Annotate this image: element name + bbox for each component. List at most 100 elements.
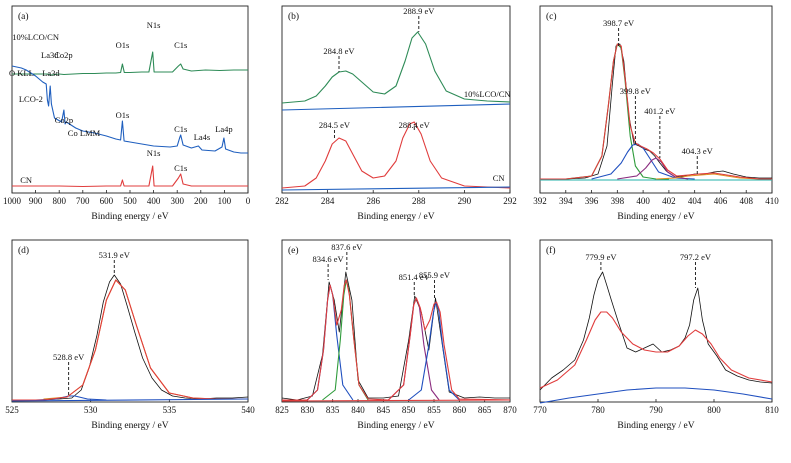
- annotation-label: C1s: [174, 163, 187, 173]
- x-tick-label: 780: [591, 405, 605, 415]
- series-10-lco-cn: [12, 51, 248, 76]
- panel-label: (a): [18, 11, 29, 22]
- x-tick-label: 406: [714, 196, 728, 206]
- x-tick-label: 400: [636, 196, 650, 206]
- panel-d: (d) 525 530 535 540 Binding energy / eV 531.9 …: [5, 239, 255, 431]
- x-tick-label: 800: [52, 196, 66, 206]
- x-axis-label: Binding energy / eV: [91, 421, 168, 431]
- series-baseline: [281, 399, 511, 402]
- annotation-label: 288.9 eV: [403, 6, 435, 16]
- series-baseline: [539, 387, 773, 404]
- annotation-label: 855.9 eV: [419, 270, 451, 280]
- x-tick-label: 300: [170, 196, 184, 206]
- x-tick-label: 525: [5, 405, 19, 415]
- series-10-lco-cn-baseline: [281, 103, 511, 111]
- series-baseline: [11, 398, 249, 402]
- x-tick-label: 1000: [3, 196, 22, 206]
- panel-label: (b): [288, 11, 299, 22]
- x-tick-label: 398: [611, 196, 625, 206]
- plot-frame: [11, 239, 249, 403]
- x-axis-label: Binding energy / eV: [357, 421, 434, 431]
- x-tick-label: 830: [301, 405, 315, 415]
- annotation-label: 10%LCO/CN: [464, 89, 511, 99]
- x-tick-label: 600: [100, 196, 114, 206]
- annotation-label: CN: [493, 173, 505, 183]
- annotation-label: Co LMM: [68, 128, 101, 138]
- panel-b: (b) 282 284 286 288 290 292 Binding energy / eV…: [275, 5, 517, 222]
- series-fit-401-2: [617, 157, 689, 180]
- annotation-label: 779.9 eV: [585, 252, 617, 262]
- x-tick-label: 810: [765, 405, 779, 415]
- annotation-label: 837.6 eV: [331, 242, 363, 252]
- annotation-label: LCO-2: [19, 94, 43, 104]
- annotation-label: CN: [20, 175, 32, 185]
- annotation-label: La4s: [194, 132, 211, 142]
- x-tick-label: 850: [402, 405, 416, 415]
- panel-label: (e): [288, 245, 299, 256]
- annotation-label: La3d: [42, 68, 60, 78]
- series-fit-834-6: [306, 284, 354, 401]
- annotation-label: La4p: [215, 124, 232, 134]
- series-lco-2: [11, 65, 248, 154]
- x-tick-label: 402: [662, 196, 676, 206]
- x-tick-label: 408: [739, 196, 753, 206]
- annotation-label: O KLL: [9, 68, 34, 78]
- x-tick-label: 865: [478, 405, 492, 415]
- panel-a: (a) 0 100 200 300 400 500 600 700 800 900 1000 Bindi…: [3, 5, 251, 222]
- x-tick-label: 535: [163, 405, 177, 415]
- x-axis-label: Binding energy / eV: [91, 212, 168, 222]
- series-raw: [12, 274, 249, 401]
- annotation-label: 284.8 eV: [323, 46, 355, 56]
- annotation-label: 797.2 eV: [680, 252, 712, 262]
- x-tick-label: 835: [326, 405, 340, 415]
- annotation-label: 404.3 eV: [682, 146, 714, 156]
- annotation-label: 528.8 eV: [53, 352, 85, 362]
- annotation-label: N1s: [147, 20, 161, 30]
- annotation-label: Co2p: [54, 50, 72, 60]
- x-tick-label: 825: [275, 405, 289, 415]
- x-tick-label: 845: [377, 405, 391, 415]
- annotation-label: 401.2 eV: [644, 106, 676, 116]
- plot-frame: [281, 239, 511, 403]
- panel-e: (e) 825 830 835 840 845 850 855 860 865 870 Binding…: [275, 239, 517, 431]
- annotation-label: O1s: [116, 40, 130, 50]
- x-tick-label: 870: [503, 405, 517, 415]
- x-tick-label: 700: [76, 196, 90, 206]
- plot-frame: [539, 239, 773, 403]
- annotation-label: 284.5 eV: [319, 120, 351, 130]
- annotation-label: La3d: [41, 50, 59, 60]
- x-tick-label: 840: [351, 405, 365, 415]
- annotation-label: 851.4 eV: [399, 272, 431, 282]
- panel-label: (d): [18, 245, 29, 256]
- panel-label: (c): [546, 11, 557, 22]
- series-envelope: [12, 279, 248, 401]
- series-envelope: [282, 279, 511, 401]
- series-cn-baseline: [281, 186, 511, 191]
- x-tick-label: 396: [585, 196, 599, 206]
- annotation-label: Co2p: [55, 115, 73, 125]
- plot-frame: [281, 5, 511, 194]
- x-axis-label: Binding energy / eV: [617, 421, 694, 431]
- series-fit-399-8: [591, 143, 695, 180]
- annotation-label: 399.8 eV: [620, 86, 652, 96]
- x-tick-label: 855: [427, 405, 441, 415]
- series-raw: [539, 271, 773, 391]
- plot-frame: [539, 5, 773, 194]
- panel-label: (f): [546, 245, 556, 256]
- series-cn: [281, 121, 511, 189]
- x-tick-label: 500: [123, 196, 137, 206]
- x-axis-label: Binding energy / eV: [357, 212, 434, 222]
- annotation-label: N1s: [147, 148, 161, 158]
- x-tick-label: 200: [194, 196, 208, 206]
- x-tick-label: 540: [241, 405, 255, 415]
- annotation-label: C1s: [174, 124, 187, 134]
- series-fit-404-3: [655, 173, 760, 180]
- annotation-label: 531.9 eV: [99, 250, 131, 260]
- x-tick-label: 292: [503, 196, 517, 206]
- x-tick-label: 392: [533, 196, 547, 206]
- series-raw: [281, 271, 510, 401]
- annotation-label: O1s: [116, 110, 130, 120]
- x-tick-label: 860: [453, 405, 467, 415]
- x-tick-label: 400: [147, 196, 161, 206]
